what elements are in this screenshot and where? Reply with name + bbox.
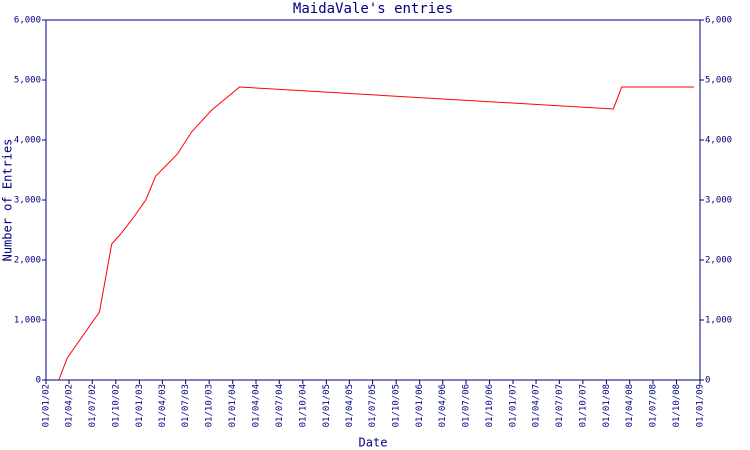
y2-tick-label: 4,000 bbox=[705, 136, 732, 146]
y-tick-label: 4,000 bbox=[14, 136, 41, 146]
x-tick-label: 01/10/02 bbox=[111, 384, 121, 427]
x-tick-label: 01/07/08 bbox=[648, 384, 658, 427]
x-tick-label: 01/07/02 bbox=[88, 384, 98, 427]
x-tick-label: 01/01/07 bbox=[509, 384, 519, 427]
x-tick-label: 01/01/04 bbox=[228, 384, 238, 427]
x-axis-label: Date bbox=[359, 436, 388, 450]
y-tick-label: 6,000 bbox=[14, 16, 41, 26]
x-tick-label: 01/04/05 bbox=[345, 384, 355, 427]
x-tick-label: 01/10/07 bbox=[578, 384, 588, 427]
y2-tick-label: 5,000 bbox=[705, 76, 732, 86]
x-tick-label: 01/04/06 bbox=[438, 384, 448, 427]
x-tick-label: 01/04/08 bbox=[625, 384, 635, 427]
x-tick-label: 01/07/07 bbox=[555, 384, 565, 427]
y2-tick-label: 3,000 bbox=[705, 196, 732, 206]
plot-frame bbox=[45, 19, 701, 381]
x-tick-label: 01/01/05 bbox=[322, 384, 332, 427]
x-tick-label: 01/10/03 bbox=[205, 384, 215, 427]
x-tick-label: 01/10/04 bbox=[298, 384, 308, 427]
x-tick-label: 01/07/05 bbox=[368, 384, 378, 427]
x-tick-label: 01/10/08 bbox=[672, 384, 682, 427]
x-tick-label: 01/01/09 bbox=[696, 384, 706, 427]
y-tick-label: 2,000 bbox=[14, 256, 41, 266]
y-tick-label: 0 bbox=[36, 376, 41, 386]
x-tick-label: 01/01/03 bbox=[135, 384, 145, 427]
x-tick-label: 01/10/05 bbox=[392, 384, 402, 427]
y2-tick-label: 1,000 bbox=[705, 316, 732, 326]
y-axis-label: Number of Entries bbox=[1, 139, 15, 262]
x-tick-label: 01/10/06 bbox=[485, 384, 495, 427]
x-tick-label: 01/04/07 bbox=[532, 384, 542, 427]
x-tick-label: 01/07/03 bbox=[181, 384, 191, 427]
x-tick-label: 01/01/02 bbox=[42, 384, 52, 427]
x-tick-label: 01/07/04 bbox=[275, 384, 285, 427]
x-tick-label: 01/01/08 bbox=[602, 384, 612, 427]
x-tick-label: 01/01/06 bbox=[415, 384, 425, 427]
x-tick-label: 01/04/04 bbox=[251, 384, 261, 427]
y-tick-label: 3,000 bbox=[14, 196, 41, 206]
x-tick-label: 01/07/06 bbox=[461, 384, 471, 427]
x-tick-label: 01/04/02 bbox=[65, 384, 75, 427]
y-tick-label: 1,000 bbox=[14, 316, 41, 326]
chart-title: MaidaVale's entries bbox=[293, 1, 453, 17]
line bbox=[58, 86, 694, 381]
y2-tick-label: 2,000 bbox=[705, 256, 732, 266]
y2-tick-label: 0 bbox=[705, 376, 710, 386]
y2-tick-label: 6,000 bbox=[705, 16, 732, 26]
x-tick-label: 01/04/03 bbox=[158, 384, 168, 427]
y-tick-label: 5,000 bbox=[14, 76, 41, 86]
